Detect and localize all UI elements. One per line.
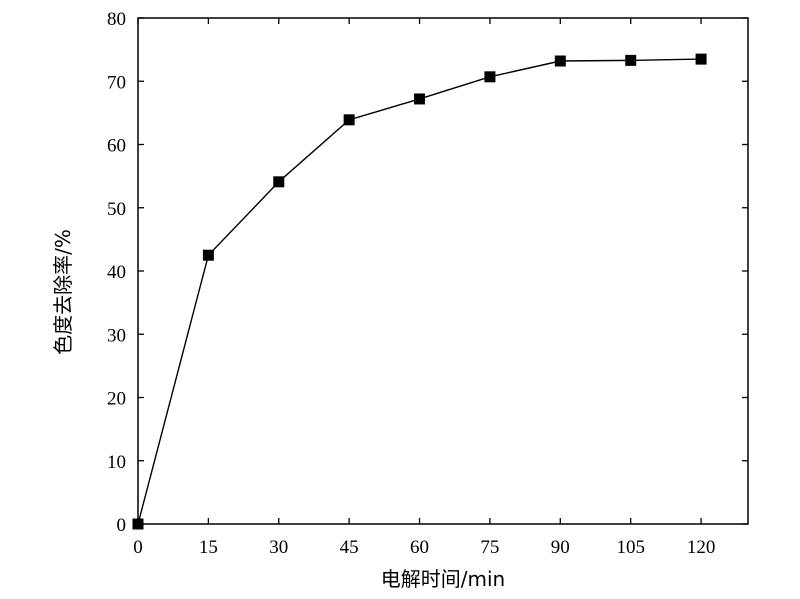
x-tick-label: 60 bbox=[410, 537, 429, 558]
y-tick-label: 0 bbox=[117, 515, 127, 536]
data-point-marker bbox=[202, 249, 214, 261]
y-tick-label: 40 bbox=[107, 262, 126, 283]
x-tick-label: 15 bbox=[199, 537, 218, 558]
data-point-marker bbox=[414, 93, 426, 105]
series-line bbox=[137, 58, 702, 525]
data-point-marker bbox=[132, 518, 144, 530]
plot-frame bbox=[137, 17, 749, 525]
y-axis-ticks: 0 10 20 30 40 50 60 70 80 bbox=[107, 9, 748, 536]
x-tick-label: 105 bbox=[616, 537, 645, 558]
data-point-marker bbox=[343, 114, 355, 126]
y-tick-label: 80 bbox=[107, 9, 126, 30]
data-point-marker bbox=[695, 53, 707, 65]
y-tick-label: 10 bbox=[107, 452, 126, 473]
y-tick-label: 50 bbox=[107, 199, 126, 220]
y-tick-label: 20 bbox=[107, 389, 126, 410]
x-tick-label: 30 bbox=[269, 537, 288, 558]
x-axis-ticks: 0 15 30 45 60 75 90 105 120 bbox=[133, 18, 715, 558]
x-axis-title: 电解时间/min bbox=[381, 567, 505, 591]
y-tick-label: 30 bbox=[107, 325, 126, 346]
x-tick-label: 0 bbox=[133, 537, 143, 558]
y-tick-label: 70 bbox=[107, 72, 126, 93]
data-point-marker bbox=[625, 54, 637, 66]
y-tick-label: 60 bbox=[107, 136, 126, 157]
x-tick-label: 45 bbox=[340, 537, 359, 558]
x-tick-label: 90 bbox=[551, 537, 570, 558]
y-axis-title: 色度去除率/% bbox=[51, 229, 75, 355]
data-point-marker bbox=[484, 71, 496, 83]
x-tick-label: 120 bbox=[687, 537, 716, 558]
data-point-marker bbox=[554, 55, 566, 67]
series-layer bbox=[132, 53, 707, 530]
data-point-marker bbox=[273, 176, 285, 188]
x-tick-label: 75 bbox=[480, 537, 499, 558]
